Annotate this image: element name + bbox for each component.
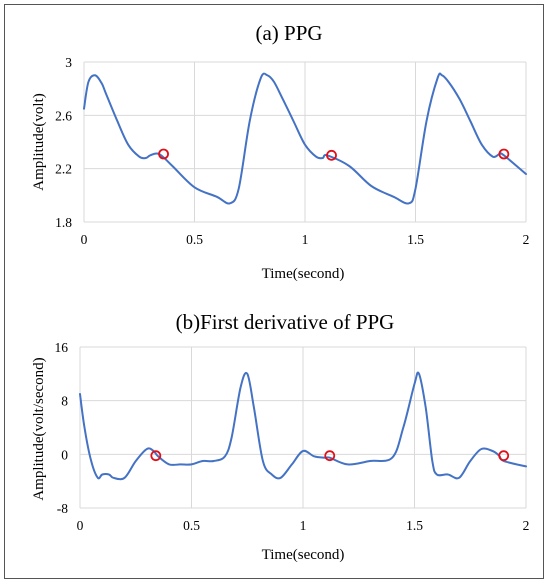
chart-b-xtick-label: 0.5 [183,518,200,533]
chart-a-ytick-label: 2.6 [55,108,72,123]
chart-b-xticks: 0 0.5 1 1.5 2 [77,518,530,533]
chart-a-marker-point [158,148,169,160]
chart-a-title: (a) PPG [255,21,322,45]
chart-b-markers [150,450,510,462]
chart-b-ytick-label: -8 [57,501,68,516]
figure-frame [4,4,544,579]
chart-a-ytick-label: 2.2 [55,162,72,177]
chart-b-grid [79,346,527,509]
chart-b-xtick-label: 1 [300,518,307,533]
chart-b-yticks: -8 0 8 16 [55,340,69,516]
chart-b-ytick-label: 8 [61,394,68,409]
chart-ppg: (a) PPG Time(second) Amplitude(volt) 0 0.… [31,21,529,282]
chart-b-marker-point [150,450,162,462]
chart-a-marker-point [326,149,337,161]
chart-b-title: (b)First derivative of PPG [176,310,395,334]
chart-a-markers [158,148,510,161]
chart-a-series-line [83,72,527,205]
chart-a-xtick-label: 0.5 [186,232,203,247]
chart-a-xtick-label: 1 [302,232,309,247]
chart-b-ylabel: Amplitude(volt/second) [31,357,47,500]
chart-a-xlabel: Time(second) [262,266,345,282]
chart-b-marker-point [498,450,510,462]
chart-b-marker-point [324,450,336,462]
chart-a-xticks: 0 0.5 1 1.5 2 [81,232,530,247]
chart-b-xtick-label: 1.5 [406,518,423,533]
chart-a-yticks: 1.8 2.2 2.6 3 [55,55,72,230]
chart-b-ytick-label: 0 [61,447,68,462]
chart-a-marker-point [498,148,510,160]
chart-a-xtick-label: 1.5 [407,232,424,247]
chart-a-ytick-label: 3 [65,55,72,70]
chart-b-ytick-label: 16 [55,340,69,355]
chart-a-grid [83,61,527,223]
chart-a-xtick-label: 2 [523,232,530,247]
chart-a-ylabel: Amplitude(volt) [31,93,47,191]
chart-a-ytick-label: 1.8 [55,215,72,230]
chart-b-series-line [79,371,527,481]
chart-a-xtick-label: 0 [81,232,88,247]
chart-b-xtick-label: 2 [523,518,530,533]
chart-ppg-derivative: (b)First derivative of PPG Time(second) … [31,310,529,563]
chart-b-xtick-label: 0 [77,518,84,533]
chart-b-xlabel: Time(second) [262,547,345,563]
